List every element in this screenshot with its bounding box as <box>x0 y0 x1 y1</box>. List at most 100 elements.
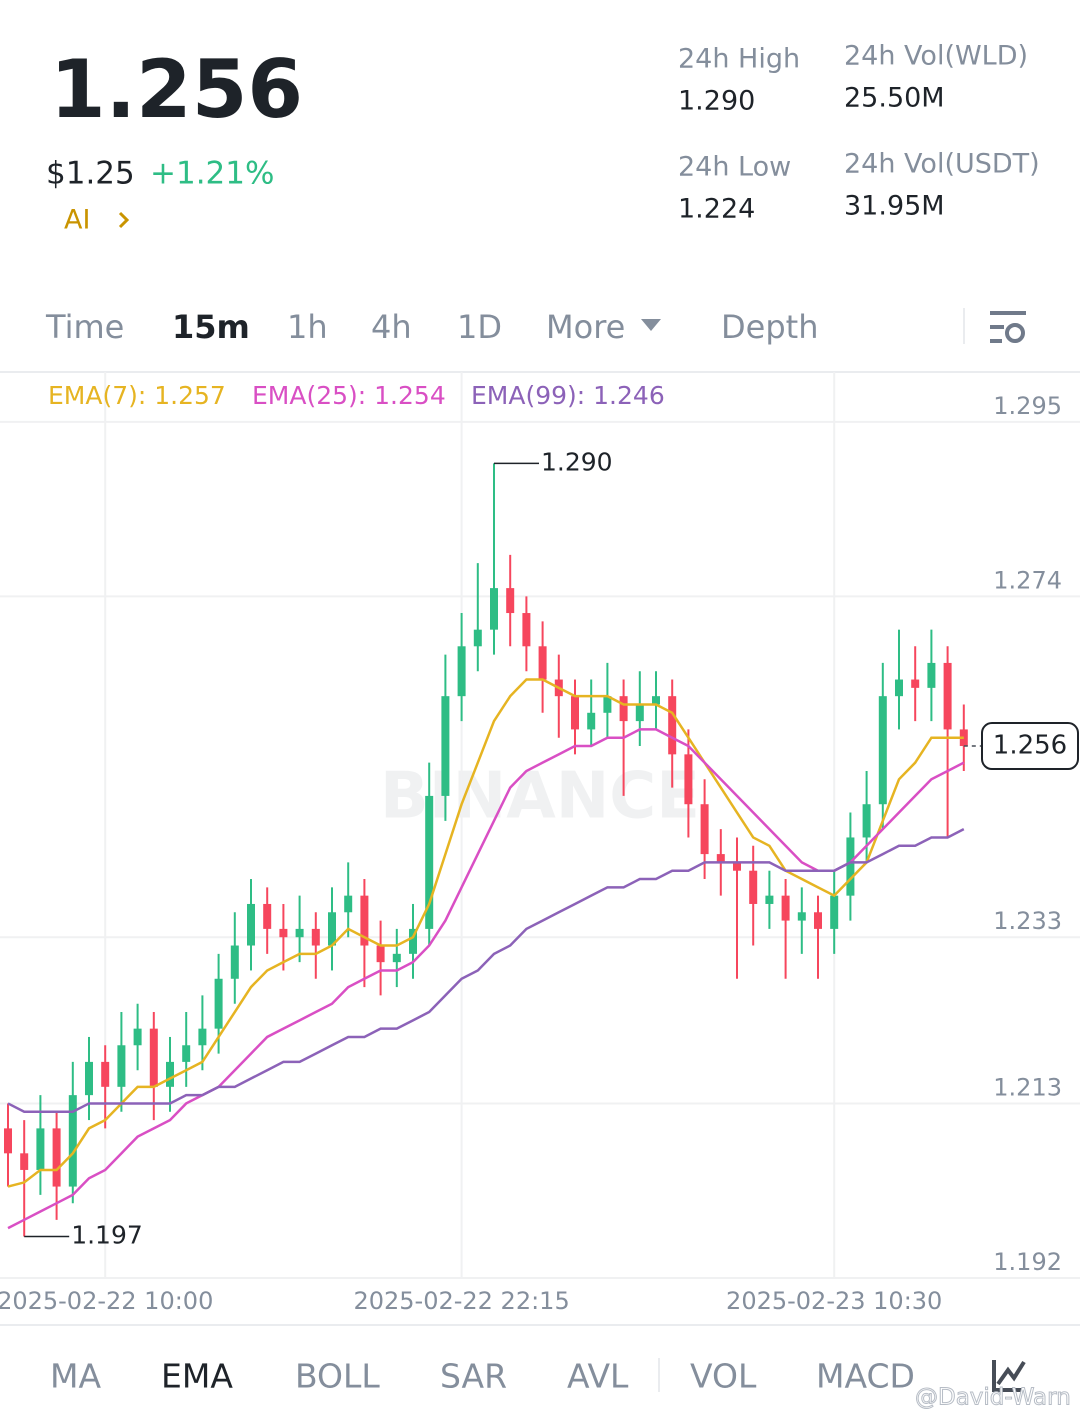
tab[interactable]: More <box>546 308 625 346</box>
price: 1.256 <box>50 43 303 136</box>
candle-body <box>344 895 353 913</box>
indicator-tab[interactable]: MACD <box>816 1357 915 1396</box>
annotation-label: 1.290 <box>541 447 613 476</box>
candle-body <box>927 662 936 688</box>
last-price-box <box>981 722 1079 771</box>
candle-body <box>311 928 320 946</box>
tab[interactable]: 1h <box>287 308 328 346</box>
candle-body <box>360 895 369 946</box>
candle-body <box>20 1153 29 1170</box>
stat-label: 24h High <box>678 44 800 75</box>
stat-value: 25.50M <box>844 83 945 114</box>
candle-body <box>603 696 612 713</box>
candle-body <box>814 912 822 929</box>
ema-line <box>7 828 965 1114</box>
stat-value: 1.290 <box>678 86 755 117</box>
candle-body <box>797 912 806 921</box>
candle-body <box>733 862 741 871</box>
candle-body <box>295 928 304 938</box>
candle-body <box>668 696 677 755</box>
candle-body <box>522 613 531 647</box>
y-tick-label: 1.192 <box>993 1248 1062 1276</box>
candle-body <box>247 903 255 946</box>
candle-body <box>279 928 288 938</box>
candle-body <box>133 1028 142 1046</box>
candle-body <box>328 912 336 946</box>
stat-label: 24h Vol(WLD) <box>844 41 1028 72</box>
tab-active[interactable]: 15m <box>172 308 250 346</box>
legend-entry: EMA(99): 1.246 <box>471 381 665 410</box>
candle-body <box>392 953 401 963</box>
last-price-label: 1.256 <box>993 731 1067 761</box>
indicator-tab[interactable]: VOL <box>690 1357 757 1396</box>
candle-body <box>36 1128 45 1170</box>
candle-body <box>230 945 239 979</box>
indicator-tab[interactable]: AVL <box>567 1357 629 1396</box>
y-tick-label: 1.213 <box>993 1073 1062 1101</box>
candle-body <box>473 629 482 647</box>
indicator-tab[interactable]: BOLL <box>295 1357 380 1396</box>
candle-body <box>101 1061 110 1087</box>
candle-body <box>376 945 385 963</box>
candle-body <box>846 837 855 896</box>
candle-body <box>943 662 952 730</box>
candle-body <box>911 679 920 688</box>
watermark: @David-Warn <box>915 1385 1071 1411</box>
candle-body <box>506 588 515 614</box>
tab[interactable]: 1D <box>457 308 502 346</box>
candle-body <box>684 754 693 805</box>
annotation-label: 1.197 <box>71 1220 143 1249</box>
candle-body <box>781 895 790 921</box>
candle-body <box>117 1045 126 1087</box>
candle-body <box>166 1061 174 1087</box>
candle-body <box>862 804 871 838</box>
candle-body <box>716 854 725 863</box>
candle-body <box>571 696 579 730</box>
candle-body <box>700 804 709 855</box>
tab[interactable]: 4h <box>371 308 412 346</box>
indicator-tab[interactable]: MA <box>50 1357 101 1396</box>
usd-price: $1.25 <box>46 156 135 192</box>
ema-line <box>7 678 964 1188</box>
candle-body <box>652 696 660 705</box>
candle-body <box>587 712 596 730</box>
candle-body <box>263 903 272 929</box>
stat-label: 24h Vol(USDT) <box>844 149 1040 180</box>
x-tick-label: 2025-02-23 10:30 <box>726 1287 942 1315</box>
candle-body <box>149 1028 158 1087</box>
candle-body <box>182 1045 191 1062</box>
candle-body <box>52 1128 61 1187</box>
candle-body <box>490 588 498 630</box>
chevron <box>118 211 130 229</box>
y-tick-label: 1.233 <box>993 907 1062 935</box>
tab[interactable]: Time <box>45 308 124 346</box>
candle-body <box>619 696 628 722</box>
brand-watermark: BINANCE <box>380 760 700 834</box>
ema-line <box>7 728 965 1230</box>
candle-body <box>830 895 839 929</box>
candle-body <box>538 646 547 680</box>
chart-icon[interactable] <box>992 1360 1026 1392</box>
legend-entry: EMA(25): 1.254 <box>252 381 446 410</box>
tab[interactable]: Depth <box>721 308 818 346</box>
candle-body <box>214 978 223 1029</box>
candle-body <box>4 1128 12 1154</box>
y-tick-label: 1.295 <box>993 392 1062 420</box>
stat-label: 24h Low <box>678 152 791 183</box>
x-tick-label: 2025-02-22 10:00 <box>0 1287 213 1315</box>
candle-body <box>635 704 644 722</box>
candle-body <box>895 679 903 697</box>
dropdown-icon <box>641 319 661 331</box>
indicator-tab-active[interactable]: EMA <box>161 1357 233 1396</box>
candle-body <box>749 870 758 904</box>
chart: BINANCE 1.295 1.274 1.233 1.213 1.192 2025-02-… <box>0 372 1080 1315</box>
indicator-tab[interactable]: SAR <box>440 1357 507 1396</box>
candle-body <box>457 646 466 697</box>
candle-body <box>425 795 434 929</box>
candle-body <box>441 696 450 796</box>
ai-link[interactable]: AI <box>64 205 90 236</box>
settings-icon[interactable] <box>990 311 1026 343</box>
legend-entry: EMA(7): 1.257 <box>48 381 226 410</box>
stat-value: 1.224 <box>678 194 755 225</box>
